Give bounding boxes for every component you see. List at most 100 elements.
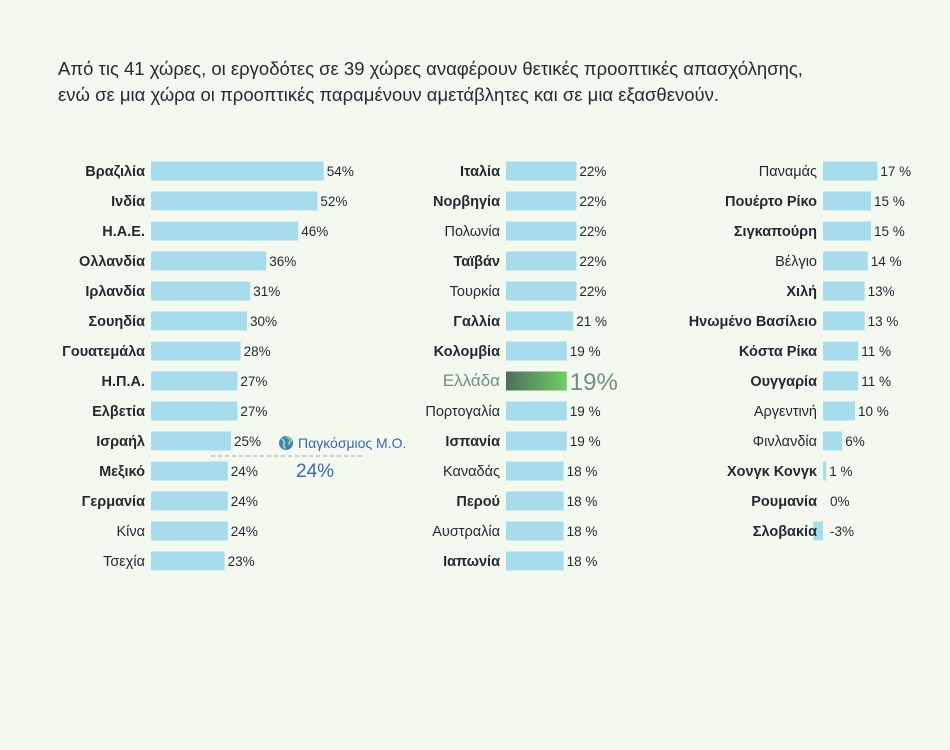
bar [151, 251, 267, 271]
category-label: Γαλλία [453, 314, 500, 330]
category-label: Ισραήλ [96, 434, 145, 450]
bar [506, 401, 567, 421]
category-label: Ελβετία [92, 404, 145, 420]
bar [151, 431, 231, 451]
value-label: 0% [830, 494, 850, 509]
highlight-category-label: Ελλάδα [443, 371, 500, 390]
value-label: 18 % [567, 494, 598, 509]
category-label: Ινδία [111, 194, 145, 210]
bar [506, 551, 564, 571]
value-label: 13 % [868, 314, 899, 329]
bar [823, 461, 827, 481]
value-label: 24% [231, 494, 258, 509]
value-label: 19 % [570, 434, 601, 449]
value-label: 19 % [570, 404, 601, 419]
value-label: 18 % [567, 464, 598, 479]
bar [151, 551, 225, 571]
bar [151, 191, 318, 211]
average-value: 24% [296, 461, 334, 482]
value-label: 15 % [874, 224, 905, 239]
bar [506, 491, 564, 511]
value-label: 46% [301, 224, 328, 239]
value-label: 10 % [858, 404, 889, 419]
bar [823, 251, 868, 271]
category-label: Κόστα Ρίκα [739, 344, 817, 360]
category-label: Ιρλανδία [85, 284, 145, 300]
category-label: Ιαπωνία [443, 554, 500, 570]
category-label: Φινλανδία [753, 434, 817, 450]
bar [823, 281, 865, 301]
category-label: Πορτογαλία [425, 404, 500, 420]
category-label: Τουρκία [450, 284, 500, 300]
value-label: -3% [830, 524, 854, 539]
value-label: 18 % [567, 524, 598, 539]
bar [823, 161, 878, 181]
bar [151, 281, 251, 301]
category-label: Χιλή [786, 284, 817, 300]
category-label: Τσεχία [103, 554, 145, 570]
value-label: 52% [320, 194, 347, 209]
category-label: Αυστραλία [432, 524, 500, 540]
category-label: Η.Α.Ε. [102, 224, 145, 240]
category-label: Η.Π.Α. [102, 374, 146, 390]
bar [813, 521, 823, 541]
value-label: 23% [228, 554, 255, 569]
globe-land-shape [280, 435, 293, 450]
bar [823, 431, 843, 451]
category-label: Πολωνία [445, 224, 500, 240]
category-label: Βραζιλία [85, 164, 145, 180]
category-label: Σουηδία [88, 314, 145, 330]
bar [823, 191, 871, 211]
category-label: Σιγκαπούρη [734, 224, 817, 240]
headline-line-1: Από τις 41 χώρες, οι εργοδότες σε 39 χώρ… [58, 58, 803, 79]
bar [506, 521, 564, 541]
headline-line-2: ενώ σε μια χώρα οι προοπτικές παραμένουν… [58, 84, 719, 105]
bar [823, 341, 859, 361]
value-label: 54% [327, 164, 354, 179]
category-label: Αργεντινή [754, 404, 817, 420]
value-label: 18 % [567, 554, 598, 569]
bar [151, 341, 241, 361]
category-label: Κολομβία [434, 344, 500, 360]
bar [823, 311, 865, 331]
bar [151, 401, 238, 421]
bar [823, 401, 855, 421]
bar-highlight [506, 371, 567, 391]
value-label: 27% [240, 374, 267, 389]
value-label: 1 % [829, 464, 852, 479]
value-label: 22% [579, 254, 606, 269]
bar [506, 461, 564, 481]
bar [823, 371, 859, 391]
value-label: 22% [579, 284, 606, 299]
value-label: 22% [579, 164, 606, 179]
category-label: Ρουμανία [751, 494, 817, 510]
value-label: 6% [845, 434, 865, 449]
category-label: Παναμάς [759, 164, 817, 180]
value-label: 17 % [880, 164, 911, 179]
category-label: Ουγγαρία [750, 374, 817, 390]
category-label: Μεξικό [99, 464, 145, 480]
bar [823, 221, 871, 241]
bar [506, 341, 567, 361]
value-label: 21 % [576, 314, 607, 329]
value-label: 31% [253, 284, 280, 299]
value-label: 15 % [874, 194, 905, 209]
bar [151, 491, 228, 511]
bar [151, 521, 228, 541]
category-label: Ολλανδία [79, 254, 145, 270]
bar [506, 281, 577, 301]
bar [151, 311, 247, 331]
category-label: Ισπανία [445, 434, 500, 450]
bar [151, 221, 299, 241]
bar [506, 221, 577, 241]
average-label: Παγκόσμιος Μ.Ο. [298, 435, 406, 451]
category-label: Γουατεμάλα [62, 344, 145, 360]
value-label: 36% [269, 254, 296, 269]
value-label: 27% [240, 404, 267, 419]
highlight-value-label: 19% [570, 369, 618, 396]
value-label: 24% [231, 524, 258, 539]
value-label: 13% [868, 284, 895, 299]
bar [506, 431, 567, 451]
